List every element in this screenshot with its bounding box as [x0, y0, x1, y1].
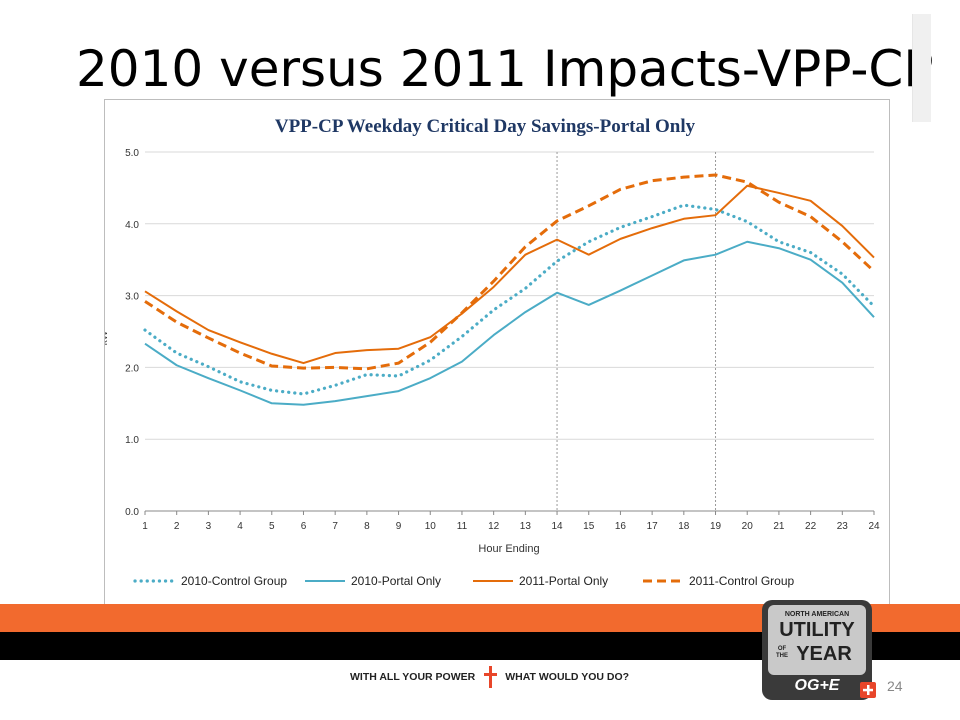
x-tick-label: 9	[396, 521, 402, 532]
chart-container: VPP-CP Weekday Critical Day Savings-Port…	[99, 99, 890, 606]
y-axis-label: kW	[105, 330, 110, 345]
x-tick-label: 22	[805, 521, 817, 532]
utility-of-the-year-badge: NORTH AMERICAN UTILITY OF THE YEAR OG+E	[762, 600, 876, 700]
x-tick-label: 20	[742, 521, 754, 532]
series-line-2011-control-group	[144, 173, 876, 371]
y-tick-label: 4.0	[125, 220, 139, 231]
series-line-2011-portal-only	[144, 184, 875, 365]
x-tick-label: 1	[142, 521, 148, 532]
legend-label: 2010-Portal Only	[351, 574, 441, 588]
x-tick-label: 2	[174, 521, 180, 532]
x-tick-label: 6	[301, 521, 307, 532]
x-tick-label: 10	[425, 521, 437, 532]
axes: 0.01.02.03.04.05.01 2 3 4 5 6 7 8 9 10 11 12 13 14 15 1…	[125, 148, 880, 532]
footer-tagline: WITH ALL YOUR POWER WHAT WOULD YOU DO?	[350, 666, 629, 688]
chart-title: VPP-CP Weekday Critical Day Savings-Port…	[275, 116, 696, 137]
y-tick-label: 0.0	[125, 507, 139, 518]
y-tick-label: 2.0	[125, 363, 139, 374]
badge-logo: OG+E	[795, 677, 841, 694]
x-tick-label: 24	[868, 521, 880, 532]
x-tick-label: 4	[237, 521, 243, 532]
gridlines	[145, 151, 874, 512]
legend-label: 2011-Control Group	[689, 574, 794, 588]
series-lines	[143, 173, 876, 406]
x-tick-label: 15	[583, 521, 595, 532]
plus-separator-icon	[483, 666, 498, 688]
x-tick-label: 8	[364, 521, 370, 532]
x-tick-label: 11	[457, 521, 468, 532]
x-tick-label: 14	[551, 521, 563, 532]
x-tick-label: 7	[332, 521, 338, 532]
x-tick-label: 5	[269, 521, 275, 532]
x-tick-label: 17	[647, 521, 659, 532]
x-tick-label: 16	[615, 521, 627, 532]
line-chart: VPP-CP Weekday Critical Day Savings-Port…	[99, 116, 880, 588]
corner-decoration	[912, 14, 931, 122]
x-tick-label: 13	[520, 521, 532, 532]
y-tick-label: 3.0	[125, 292, 139, 303]
x-tick-label: 19	[710, 521, 722, 532]
badge-line4: YEAR	[796, 643, 852, 665]
page-number: 24	[887, 678, 903, 694]
slide-title: 2010 versus 2011 Impacts-VPP-CP	[76, 40, 934, 98]
x-tick-label: 18	[678, 521, 690, 532]
legend: 2010-Control Group 2010-Portal Only 2011-P…	[133, 574, 794, 588]
badge-line1: NORTH AMERICAN	[785, 611, 849, 618]
tagline-right: WHAT WOULD YOU DO?	[505, 671, 630, 683]
x-tick-label: 21	[773, 521, 785, 532]
x-tick-label: 23	[837, 521, 849, 532]
x-tick-label: 3	[206, 521, 212, 532]
y-tick-label: 5.0	[125, 148, 139, 159]
series-line-2010-control-group	[143, 203, 876, 396]
x-axis-label: Hour Ending	[478, 543, 539, 555]
y-tick-label: 1.0	[125, 435, 139, 446]
legend-label: 2011-Portal Only	[519, 574, 608, 588]
tagline-left: WITH ALL YOUR POWER	[350, 671, 476, 683]
series-line-2010-portal-only	[144, 240, 875, 406]
badge-line3a: OF	[778, 646, 787, 652]
legend-label: 2010-Control Group	[181, 574, 287, 588]
badge-line2: UTILITY	[779, 619, 855, 641]
badge-line3b: THE	[776, 653, 788, 659]
x-tick-label: 12	[488, 521, 500, 532]
